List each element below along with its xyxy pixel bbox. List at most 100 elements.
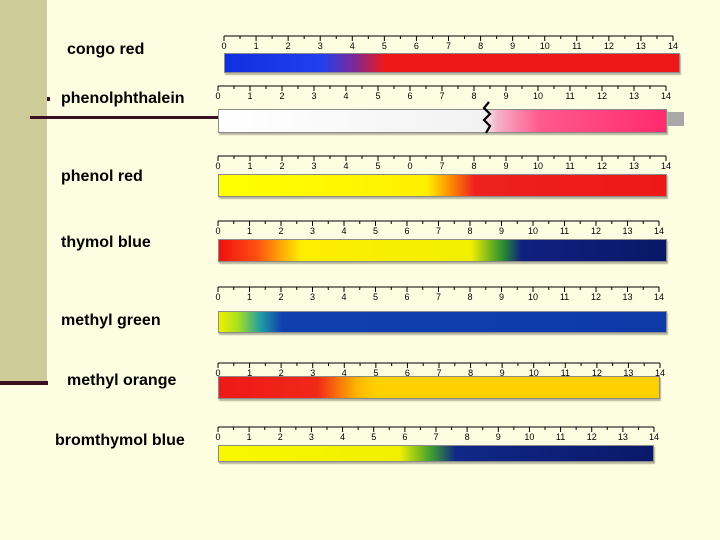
scale-tick-label: 8 — [467, 292, 472, 302]
scale-tick-label: 2 — [278, 226, 283, 236]
scale-tick-label: 13 — [636, 41, 646, 51]
scale-tick-label: 3 — [310, 226, 315, 236]
label-phenol-red: phenol red — [61, 168, 143, 185]
scale-tick-label: 8 — [471, 161, 476, 171]
scale-tick-label: 4 — [342, 368, 347, 378]
scale-tick-label: 9 — [499, 226, 504, 236]
scale-tick-label: 14 — [668, 41, 678, 51]
scale-tick-label: 3 — [311, 161, 316, 171]
scale-tick-label: 11 — [556, 432, 565, 442]
scale-tick-label: 1 — [247, 368, 252, 378]
scale-tick-label: 0 — [215, 432, 220, 442]
scale-tick-label: 2 — [279, 91, 284, 101]
scale-tick-label: 0 — [215, 161, 220, 171]
scale-tick-label: 13 — [629, 161, 639, 171]
scale-tick-label: 2 — [278, 292, 283, 302]
label-bromthymol-blue: bromthymol blue — [55, 432, 185, 449]
scale-tick-label: 10 — [529, 368, 539, 378]
scale-tick-label: 4 — [340, 432, 345, 442]
scale-tick-label: 1 — [254, 41, 259, 51]
scale-tick-label: 3 — [310, 368, 315, 378]
label-thymol-blue: thymol blue — [61, 234, 151, 251]
scale-tick-label: 8 — [468, 368, 473, 378]
scale-tick-label: 0 — [221, 41, 226, 51]
scale-tick-label: 7 — [439, 91, 444, 101]
transition-marker — [482, 101, 492, 134]
scale-tick-label: 4 — [350, 41, 355, 51]
scale-tick-label: 3 — [311, 91, 316, 101]
color-bar-bromthymol-blue — [218, 445, 654, 462]
scale-tick-label: 1 — [247, 432, 252, 442]
scale-tick-label: 10 — [528, 292, 538, 302]
scale-tick-label: 6 — [414, 41, 419, 51]
ph-scale-phenol-red: 0 1 2 3 4 5 0 7 8 9 10 11 12 13 14 — [215, 155, 671, 171]
scale-tick-label: 9 — [496, 432, 501, 442]
scale-tick-label: 14 — [649, 432, 659, 442]
scale-tick-label: 14 — [661, 91, 671, 101]
scale-tick-label: 13 — [618, 432, 628, 442]
side-strip — [0, 0, 47, 383]
scale-tick-label: 9 — [503, 161, 508, 171]
color-bar-phenol-red — [218, 174, 667, 197]
scale-tick-label: 11 — [560, 292, 569, 302]
scale-tick-label: 7 — [446, 41, 451, 51]
scale-tick-label: 14 — [654, 292, 664, 302]
scale-tick-label: 11 — [572, 41, 581, 51]
scale-tick-label: 13 — [623, 368, 633, 378]
scale-tick-label: 0 — [215, 91, 220, 101]
scale-tick-label: 10 — [540, 41, 550, 51]
scale-tick-label: 2 — [279, 368, 284, 378]
scale-tick-label: 4 — [343, 91, 348, 101]
scale-tick-label: 5 — [375, 161, 380, 171]
scale-tick-label: 12 — [591, 226, 601, 236]
label-methyl-orange: methyl orange — [67, 372, 177, 389]
color-bar-phenolphthalein — [218, 109, 667, 133]
gray-marker — [664, 112, 684, 126]
scale-tick-label: 6 — [404, 292, 409, 302]
ph-scale-methyl-orange: 0 1 2 3 4 5 6 7 8 9 10 11 12 13 14 — [215, 362, 665, 378]
scale-tick-label: 2 — [278, 432, 283, 442]
scale-tick-label: 5 — [371, 432, 376, 442]
scale-tick-label: 14 — [661, 161, 671, 171]
scale-tick-label: 8 — [465, 432, 470, 442]
scale-tick-label: 10 — [533, 91, 543, 101]
scale-tick-label: 7 — [433, 432, 438, 442]
scale-tick-label: 10 — [524, 432, 534, 442]
label-phenolphthalein: phenolphthalein — [61, 90, 185, 107]
scale-tick-label: 0 — [215, 226, 220, 236]
ph-scale-methyl-green: 0 1 2 3 4 5 6 7 8 9 10 11 12 13 14 — [215, 286, 664, 302]
scale-tick-label: 6 — [407, 91, 412, 101]
scale-tick-label: 5 — [373, 368, 378, 378]
scale-tick-label: 9 — [510, 41, 515, 51]
scale-tick-label: 6 — [402, 432, 407, 442]
label-congo-red: congo red — [67, 41, 145, 58]
color-bar-methyl-green — [218, 311, 667, 333]
scale-tick-label: 1 — [247, 91, 252, 101]
color-bar-congo-red — [224, 53, 680, 73]
scale-tick-label: 9 — [500, 368, 505, 378]
scale-tick-label: 12 — [587, 432, 597, 442]
scale-tick-label: 4 — [341, 292, 346, 302]
scale-tick-label: 4 — [343, 161, 348, 171]
horizontal-rule — [30, 116, 220, 119]
scale-tick-label: 11 — [561, 368, 570, 378]
scale-tick-label: 6 — [404, 226, 409, 236]
scale-tick-label: 12 — [597, 91, 607, 101]
scale-tick-label: 0 — [215, 292, 220, 302]
scale-tick-label: 12 — [592, 368, 602, 378]
scale-tick-label: 9 — [503, 91, 508, 101]
scale-tick-label: 5 — [373, 226, 378, 236]
scale-tick-label: 2 — [286, 41, 291, 51]
scale-tick-label: 10 — [528, 226, 538, 236]
scale-tick-label: 0 — [215, 368, 220, 378]
scale-tick-label: 8 — [467, 226, 472, 236]
scale-tick-label: 7 — [436, 292, 441, 302]
scale-tick-label: 11 — [560, 226, 569, 236]
scale-tick-label: 8 — [471, 91, 476, 101]
scale-tick-label: 5 — [382, 41, 387, 51]
scale-tick-label: 12 — [597, 161, 607, 171]
scale-tick-label: 12 — [604, 41, 614, 51]
scale-tick-label: 10 — [533, 161, 543, 171]
scale-tick-label: 5 — [373, 292, 378, 302]
scale-tick-label: 5 — [375, 91, 380, 101]
